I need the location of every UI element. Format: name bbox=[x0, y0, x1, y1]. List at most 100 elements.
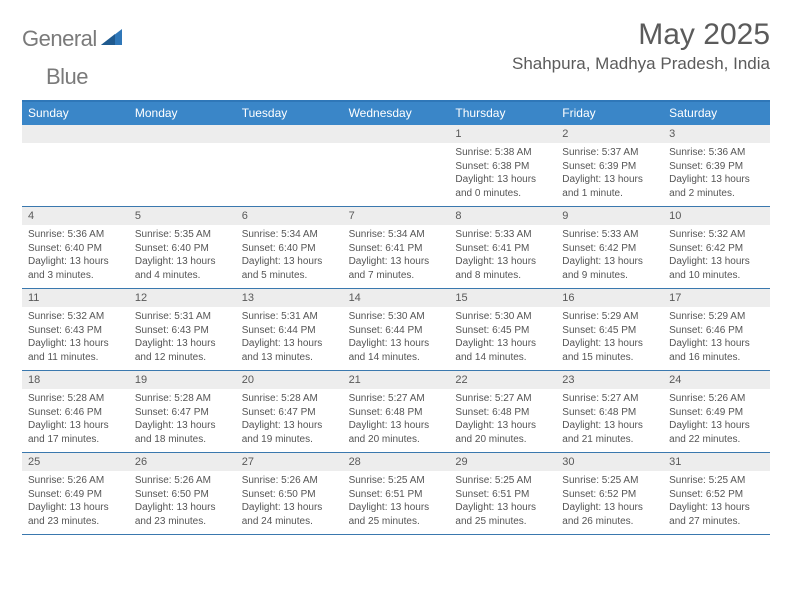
sunrise-text: Sunrise: 5:25 AM bbox=[455, 474, 550, 488]
week-row: 45678910Sunrise: 5:36 AMSunset: 6:40 PMD… bbox=[22, 207, 770, 289]
sunrise-text: Sunrise: 5:28 AM bbox=[28, 392, 123, 406]
day-number: 14 bbox=[343, 289, 450, 307]
daylight-text: Daylight: 13 hours and 26 minutes. bbox=[562, 501, 657, 528]
daylight-text: Daylight: 13 hours and 18 minutes. bbox=[135, 419, 230, 446]
sunrise-text: Sunrise: 5:32 AM bbox=[28, 310, 123, 324]
sunset-text: Sunset: 6:42 PM bbox=[669, 242, 764, 256]
daylight-text: Daylight: 13 hours and 22 minutes. bbox=[669, 419, 764, 446]
day-cell: Sunrise: 5:32 AMSunset: 6:42 PMDaylight:… bbox=[663, 225, 770, 288]
sunrise-text: Sunrise: 5:34 AM bbox=[349, 228, 444, 242]
daylight-text: Daylight: 13 hours and 15 minutes. bbox=[562, 337, 657, 364]
sunrise-text: Sunrise: 5:33 AM bbox=[455, 228, 550, 242]
daynum-band: 25262728293031 bbox=[22, 453, 770, 471]
day-cell: Sunrise: 5:26 AMSunset: 6:49 PMDaylight:… bbox=[22, 471, 129, 534]
daylight-text: Daylight: 13 hours and 13 minutes. bbox=[242, 337, 337, 364]
sunset-text: Sunset: 6:49 PM bbox=[669, 406, 764, 420]
day-cell: Sunrise: 5:33 AMSunset: 6:42 PMDaylight:… bbox=[556, 225, 663, 288]
sunset-text: Sunset: 6:43 PM bbox=[135, 324, 230, 338]
weekday-header: Thursday bbox=[449, 102, 556, 125]
day-number: 2 bbox=[556, 125, 663, 143]
calendar-body: 123Sunrise: 5:38 AMSunset: 6:38 PMDaylig… bbox=[22, 125, 770, 535]
week-row: 11121314151617Sunrise: 5:32 AMSunset: 6:… bbox=[22, 289, 770, 371]
daynum-band: 45678910 bbox=[22, 207, 770, 225]
sunset-text: Sunset: 6:40 PM bbox=[242, 242, 337, 256]
day-number: 22 bbox=[449, 371, 556, 389]
sunrise-text: Sunrise: 5:35 AM bbox=[135, 228, 230, 242]
day-number bbox=[22, 125, 129, 143]
day-number: 3 bbox=[663, 125, 770, 143]
sunrise-text: Sunrise: 5:27 AM bbox=[562, 392, 657, 406]
daylight-text: Daylight: 13 hours and 2 minutes. bbox=[669, 173, 764, 200]
day-cell: Sunrise: 5:28 AMSunset: 6:46 PMDaylight:… bbox=[22, 389, 129, 452]
day-cell: Sunrise: 5:32 AMSunset: 6:43 PMDaylight:… bbox=[22, 307, 129, 370]
daylight-text: Daylight: 13 hours and 23 minutes. bbox=[135, 501, 230, 528]
day-number: 31 bbox=[663, 453, 770, 471]
sunrise-text: Sunrise: 5:26 AM bbox=[242, 474, 337, 488]
day-cell: Sunrise: 5:34 AMSunset: 6:40 PMDaylight:… bbox=[236, 225, 343, 288]
sunset-text: Sunset: 6:40 PM bbox=[28, 242, 123, 256]
brand-part1: General bbox=[22, 26, 97, 52]
calendar-table: Sunday Monday Tuesday Wednesday Thursday… bbox=[22, 100, 770, 535]
day-cell bbox=[343, 143, 450, 206]
sunset-text: Sunset: 6:41 PM bbox=[349, 242, 444, 256]
sunrise-text: Sunrise: 5:26 AM bbox=[135, 474, 230, 488]
day-number: 5 bbox=[129, 207, 236, 225]
day-number: 20 bbox=[236, 371, 343, 389]
day-cell: Sunrise: 5:36 AMSunset: 6:40 PMDaylight:… bbox=[22, 225, 129, 288]
day-number: 29 bbox=[449, 453, 556, 471]
daylight-text: Daylight: 13 hours and 14 minutes. bbox=[455, 337, 550, 364]
day-number bbox=[236, 125, 343, 143]
daylight-text: Daylight: 13 hours and 17 minutes. bbox=[28, 419, 123, 446]
day-cell: Sunrise: 5:26 AMSunset: 6:50 PMDaylight:… bbox=[236, 471, 343, 534]
weekday-header: Sunday bbox=[22, 102, 129, 125]
calendar-page: General May 2025 Shahpura, Madhya Prades… bbox=[0, 0, 792, 535]
daylight-text: Daylight: 13 hours and 5 minutes. bbox=[242, 255, 337, 282]
day-cell: Sunrise: 5:34 AMSunset: 6:41 PMDaylight:… bbox=[343, 225, 450, 288]
sunrise-text: Sunrise: 5:27 AM bbox=[349, 392, 444, 406]
day-number: 13 bbox=[236, 289, 343, 307]
day-number: 16 bbox=[556, 289, 663, 307]
brand-logo: General bbox=[22, 18, 125, 52]
day-number: 23 bbox=[556, 371, 663, 389]
sunset-text: Sunset: 6:42 PM bbox=[562, 242, 657, 256]
daylight-text: Daylight: 13 hours and 7 minutes. bbox=[349, 255, 444, 282]
sunset-text: Sunset: 6:51 PM bbox=[349, 488, 444, 502]
day-number bbox=[343, 125, 450, 143]
sunset-text: Sunset: 6:44 PM bbox=[242, 324, 337, 338]
sunset-text: Sunset: 6:44 PM bbox=[349, 324, 444, 338]
day-cell: Sunrise: 5:25 AMSunset: 6:51 PMDaylight:… bbox=[343, 471, 450, 534]
sunrise-text: Sunrise: 5:31 AM bbox=[242, 310, 337, 324]
sunrise-text: Sunrise: 5:29 AM bbox=[669, 310, 764, 324]
sunrise-text: Sunrise: 5:30 AM bbox=[349, 310, 444, 324]
sunrise-text: Sunrise: 5:32 AM bbox=[669, 228, 764, 242]
sunset-text: Sunset: 6:50 PM bbox=[242, 488, 337, 502]
sunrise-text: Sunrise: 5:28 AM bbox=[135, 392, 230, 406]
daylight-text: Daylight: 13 hours and 11 minutes. bbox=[28, 337, 123, 364]
sunrise-text: Sunrise: 5:36 AM bbox=[669, 146, 764, 160]
day-cell: Sunrise: 5:31 AMSunset: 6:44 PMDaylight:… bbox=[236, 307, 343, 370]
sunset-text: Sunset: 6:43 PM bbox=[28, 324, 123, 338]
day-number: 10 bbox=[663, 207, 770, 225]
daylight-text: Daylight: 13 hours and 19 minutes. bbox=[242, 419, 337, 446]
sunrise-text: Sunrise: 5:26 AM bbox=[28, 474, 123, 488]
sunset-text: Sunset: 6:46 PM bbox=[28, 406, 123, 420]
daynum-band: 11121314151617 bbox=[22, 289, 770, 307]
day-cell: Sunrise: 5:25 AMSunset: 6:52 PMDaylight:… bbox=[663, 471, 770, 534]
daylight-text: Daylight: 13 hours and 1 minute. bbox=[562, 173, 657, 200]
day-number: 17 bbox=[663, 289, 770, 307]
sunset-text: Sunset: 6:48 PM bbox=[455, 406, 550, 420]
sunset-text: Sunset: 6:45 PM bbox=[562, 324, 657, 338]
day-number: 1 bbox=[449, 125, 556, 143]
brand-part2: Blue bbox=[46, 64, 88, 90]
weekday-header: Monday bbox=[129, 102, 236, 125]
day-cell: Sunrise: 5:27 AMSunset: 6:48 PMDaylight:… bbox=[556, 389, 663, 452]
location-subtitle: Shahpura, Madhya Pradesh, India bbox=[512, 54, 770, 74]
daylight-text: Daylight: 13 hours and 0 minutes. bbox=[455, 173, 550, 200]
sunrise-text: Sunrise: 5:30 AM bbox=[455, 310, 550, 324]
day-cell: Sunrise: 5:31 AMSunset: 6:43 PMDaylight:… bbox=[129, 307, 236, 370]
day-cell: Sunrise: 5:29 AMSunset: 6:45 PMDaylight:… bbox=[556, 307, 663, 370]
daynum-band: 123 bbox=[22, 125, 770, 143]
sunset-text: Sunset: 6:39 PM bbox=[562, 160, 657, 174]
daylight-text: Daylight: 13 hours and 4 minutes. bbox=[135, 255, 230, 282]
weekday-header: Wednesday bbox=[343, 102, 450, 125]
